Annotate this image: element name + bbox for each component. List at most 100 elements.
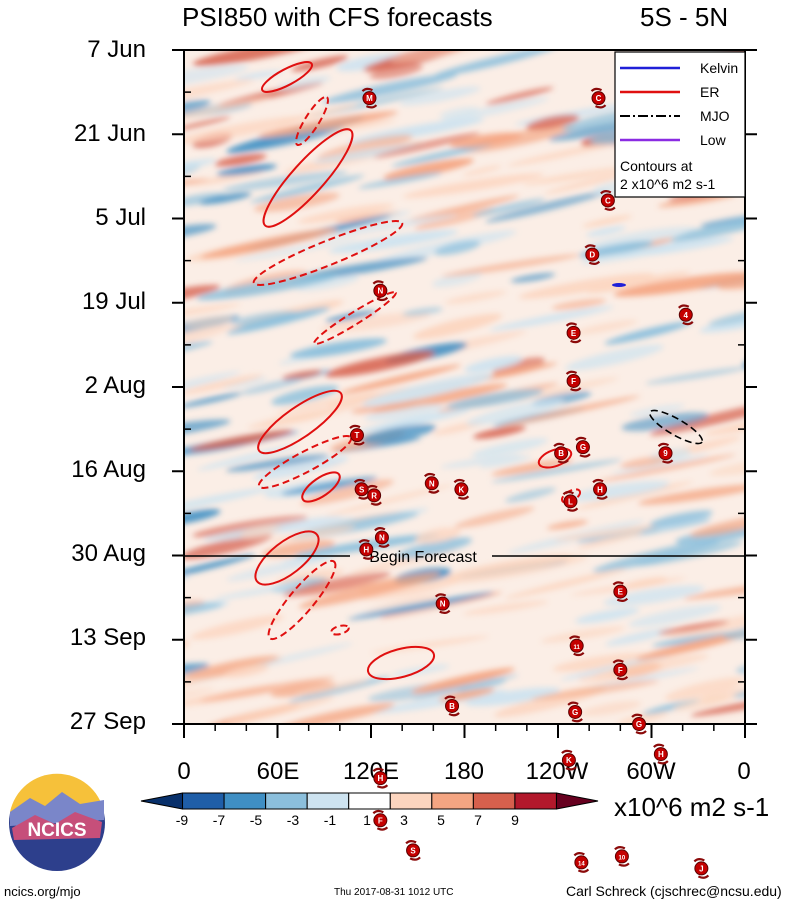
er-contour — [313, 291, 397, 345]
anomaly-streak — [628, 605, 722, 627]
anomaly-streak — [621, 412, 709, 432]
anomaly-streak — [270, 681, 337, 698]
anomaly-streak — [587, 271, 691, 294]
anomaly-streak — [369, 63, 423, 80]
y-tick-label: 27 Sep — [69, 708, 146, 735]
storm-marker: 10 — [614, 846, 630, 867]
storm-tail — [358, 539, 370, 544]
anomaly-streak — [472, 198, 546, 217]
anomaly-streak — [449, 132, 522, 148]
storm-symbol — [613, 662, 628, 677]
storm-tail — [362, 555, 375, 560]
anomaly-streak — [485, 191, 609, 223]
storm-label: F — [571, 377, 576, 386]
anomaly-streak — [411, 667, 515, 694]
storm-tail — [562, 490, 574, 496]
anomaly-streak — [320, 119, 396, 133]
storm-tail — [353, 441, 365, 446]
anomaly-streak — [230, 311, 300, 326]
storm-label: H — [597, 485, 603, 494]
storm-symbol — [554, 446, 569, 461]
anomaly-streak — [184, 284, 221, 307]
anomaly-streak — [603, 585, 705, 606]
x-tick-label: 120W — [525, 758, 589, 785]
storm-label: E — [571, 329, 577, 338]
anomaly-streak — [440, 454, 523, 468]
anomaly-streak — [184, 303, 241, 328]
storm-symbol — [569, 638, 584, 653]
anomaly-streak — [184, 533, 273, 560]
anomaly-streak — [505, 487, 556, 503]
storm-tail — [592, 478, 604, 484]
anomaly-streak — [275, 391, 377, 414]
anomaly-streak — [690, 696, 745, 717]
colorbar-swatch — [348, 792, 391, 810]
storm-marker: K — [453, 478, 470, 500]
y-tick-label: 30 Aug — [71, 540, 146, 567]
mjo-contour — [648, 409, 704, 445]
storm-tail — [374, 527, 386, 532]
colorbar-swatch — [182, 792, 225, 810]
x-tick-label: 180 — [443, 758, 485, 785]
anomaly-streak — [544, 171, 633, 194]
storm-tail — [565, 322, 578, 327]
storm-tail — [573, 651, 585, 657]
anomaly-streak — [667, 608, 745, 638]
er-contour — [366, 645, 436, 681]
anomaly-streak — [373, 132, 480, 158]
forecast-label: Begin Forecast — [369, 549, 477, 566]
storm-symbol — [445, 698, 460, 713]
storm-tail — [571, 718, 583, 723]
colorbar-swatch — [140, 792, 184, 810]
anomaly-streak — [581, 700, 642, 716]
anomaly-streak — [184, 371, 241, 400]
anomaly-streak — [184, 602, 224, 623]
anomaly-streak — [525, 114, 580, 130]
storm-label: G — [636, 720, 642, 729]
anomaly-streak — [240, 524, 282, 539]
storm-tail — [588, 260, 601, 265]
y-tick-label: 13 Sep — [69, 624, 146, 651]
storm-label: N — [429, 479, 435, 488]
colorbar-label: -1 — [323, 812, 337, 828]
er-contour — [260, 61, 314, 93]
storm-label: 14 — [578, 861, 585, 867]
storm-label: C — [605, 196, 611, 205]
anomaly-streak — [440, 97, 549, 123]
anomaly-streak — [683, 577, 745, 600]
storm-tail — [596, 495, 608, 500]
storm-tail — [434, 593, 447, 598]
colorbar-label: 3 — [400, 812, 408, 828]
anomaly-streak — [504, 568, 627, 599]
anomaly-streak — [289, 338, 387, 359]
colorbar-label: -7 — [212, 812, 226, 828]
anomaly-streak — [415, 527, 461, 544]
anomaly-streak — [359, 577, 459, 600]
anomaly-streak — [396, 537, 473, 559]
anomaly-streak — [348, 592, 494, 620]
x-tick-label: 60E — [256, 758, 300, 785]
storm-label: S — [410, 846, 416, 855]
storm-label: K — [566, 756, 572, 765]
y-tick-label: 16 Aug — [71, 456, 146, 483]
anomaly-streak — [324, 351, 435, 378]
storm-tail — [565, 766, 577, 771]
anomaly-streak — [276, 569, 344, 584]
anomaly-streak — [389, 50, 485, 62]
storm-symbol — [349, 428, 364, 443]
storm-tail — [423, 472, 436, 478]
storm-marker: M — [361, 87, 378, 109]
colorbar — [140, 792, 599, 810]
anomaly-streak — [295, 679, 370, 696]
storm-marker: G — [567, 701, 583, 723]
storm-tail — [405, 840, 417, 845]
storm-tail — [349, 424, 361, 429]
storm-marker: D — [584, 244, 601, 265]
storm-label: M — [366, 94, 373, 103]
storm-tail — [557, 459, 569, 464]
anomaly-streak — [709, 456, 745, 476]
anomaly-streak — [270, 517, 355, 533]
storm-label: F — [378, 816, 383, 825]
storm-tail — [604, 206, 616, 211]
